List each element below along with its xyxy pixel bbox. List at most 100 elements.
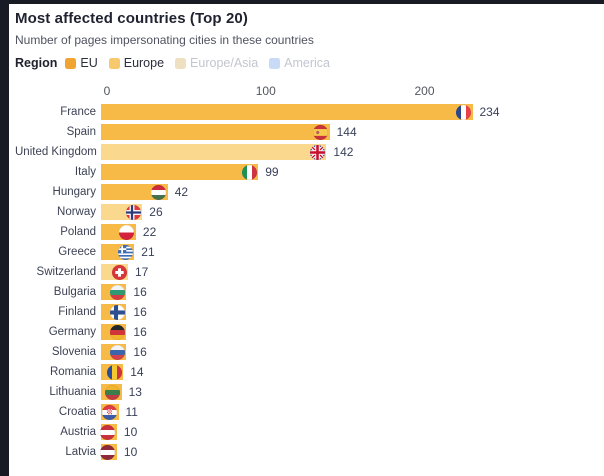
germany-flag-icon (109, 324, 125, 340)
hungary-flag-icon (151, 184, 167, 200)
x-axis: 0 100 200 (15, 85, 604, 98)
country-label: United Kingdom (15, 146, 97, 158)
chart-subtitle: Number of pages impersonating cities in … (15, 33, 314, 47)
table-row: Bulgaria 16 (15, 282, 604, 302)
bar-value: 17 (135, 265, 149, 279)
bar[interactable] (101, 204, 143, 220)
bar-value: 13 (128, 385, 142, 399)
country-label: Austria (60, 426, 96, 438)
norway-flag-icon (125, 204, 141, 220)
bar-value: 11 (125, 405, 138, 419)
bar[interactable] (101, 384, 122, 400)
country-label: Finland (58, 306, 96, 318)
left-border-strip (0, 0, 9, 476)
table-row: Poland 22 (15, 222, 604, 242)
country-label: Poland (60, 226, 96, 238)
bar-value: 99 (265, 165, 279, 179)
legend-item-eu[interactable]: EU (65, 56, 98, 71)
bars-container: France 234 Spain 144 United Kingdom 142 … (15, 102, 604, 462)
bar-value: 14 (130, 365, 144, 379)
legend-item-america[interactable]: America (269, 56, 330, 71)
bar[interactable] (101, 304, 127, 320)
bar[interactable] (101, 404, 119, 420)
bar[interactable] (101, 224, 136, 240)
country-label: Bulgaria (53, 286, 96, 298)
bar[interactable] (101, 264, 128, 280)
legend-item-label: America (284, 56, 330, 70)
chart-title: Most affected countries (Top 20) (15, 10, 248, 27)
table-row: Slovenia 16 (15, 342, 604, 362)
country-label: Latvia (65, 446, 96, 458)
bar-value: 16 (133, 305, 147, 319)
country-label: Croatia (58, 406, 96, 418)
country-label: Lithuania (49, 386, 96, 398)
spain-flag-icon (313, 124, 329, 140)
bar[interactable] (100, 444, 117, 460)
bar[interactable] (101, 244, 135, 260)
bar-value: 16 (133, 345, 147, 359)
chart-content: Most affected countries (Top 20) Number … (9, 4, 604, 462)
bar[interactable] (101, 124, 330, 140)
table-row: Spain 144 (15, 122, 604, 142)
table-row: Finland 16 (15, 302, 604, 322)
legend-swatch-icon (175, 58, 187, 69)
table-row: Germany 16 (15, 322, 604, 342)
country-label: Slovenia (51, 346, 96, 358)
bar-value: 10 (123, 445, 138, 459)
table-row: France 234 (15, 102, 604, 122)
top-border-strip (0, 0, 604, 4)
bar[interactable] (100, 424, 117, 440)
legend-item-europe-asia[interactable]: Europe/Asia (175, 56, 258, 71)
table-row: Romania 14 (15, 362, 604, 382)
table-row: Switzerland 17 (15, 262, 604, 282)
country-label: Spain (66, 126, 96, 138)
legend-title: Region (15, 56, 58, 70)
country-label: France (60, 106, 96, 118)
table-row: Lithuania 13 (15, 382, 604, 402)
table-row: Austria 10 (15, 422, 604, 442)
table-row: Latvia 10 (15, 442, 604, 462)
united-kingdom-flag-icon (309, 144, 325, 160)
table-row: Norway 26 (15, 202, 604, 222)
legend-item-label: Europe (123, 56, 165, 70)
bar[interactable] (101, 344, 127, 360)
bar-value: 22 (142, 225, 157, 239)
legend-swatch-icon (108, 58, 120, 69)
romania-flag-icon (106, 364, 122, 380)
croatia-flag-icon (102, 404, 117, 420)
bar-value: 10 (123, 425, 138, 439)
bar[interactable] (101, 364, 124, 380)
bar[interactable] (101, 324, 127, 340)
lithuania-flag-icon (105, 384, 121, 400)
country-label: Germany (48, 326, 96, 338)
legend-swatch-icon (65, 58, 77, 69)
slovenia-flag-icon (109, 344, 125, 360)
bar[interactable] (101, 184, 168, 200)
table-row: Hungary 42 (15, 182, 604, 202)
latvia-flag-icon (100, 444, 116, 460)
legend-swatch-icon (269, 58, 281, 69)
legend-item-europe[interactable]: Europe (108, 56, 165, 71)
country-label: Norway (57, 206, 96, 218)
bar[interactable] (101, 284, 127, 300)
bar[interactable] (101, 144, 327, 160)
bar[interactable] (101, 164, 259, 180)
bar[interactable] (101, 104, 473, 120)
poland-flag-icon (119, 224, 135, 240)
country-label: Switzerland (36, 266, 96, 278)
italy-flag-icon (241, 164, 257, 180)
legend-item-label: EU (80, 56, 98, 70)
table-row: Greece 21 (15, 242, 604, 262)
table-row: Croatia 11 (15, 402, 604, 422)
bar-value: 42 (174, 185, 189, 199)
country-label: Greece (58, 246, 96, 258)
table-row: United Kingdom 142 (15, 142, 604, 162)
bar-value: 16 (133, 325, 147, 339)
table-row: Italy 99 (15, 162, 604, 182)
bar-value: 26 (149, 205, 163, 219)
bulgaria-flag-icon (109, 284, 125, 300)
country-label: Romania (49, 366, 96, 378)
switzerland-flag-icon (111, 264, 127, 280)
x-axis-tick: 200 (414, 84, 435, 98)
